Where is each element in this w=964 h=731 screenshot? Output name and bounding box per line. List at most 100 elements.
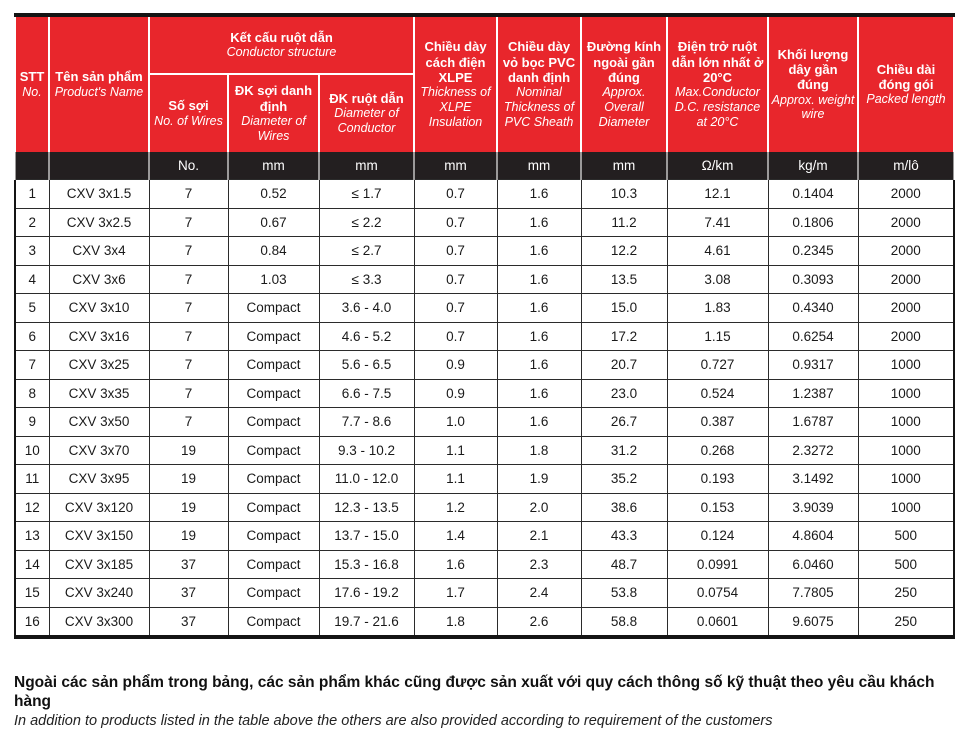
header-label-en: Diameter of Wires <box>241 114 306 143</box>
table-body: 1 CXV 3x1.5 7 0.52 ≤ 1.7 0.7 1.6 10.3 12.1 0.1404… <box>14 179 955 638</box>
cell: CXV 3x150 <box>48 521 150 551</box>
header-label-en: Packed length <box>866 92 946 107</box>
cell: 10.3 <box>580 179 668 209</box>
catalog-page: STT No. Tên sản phẩm Product's Name Kết … <box>14 13 955 729</box>
header-label-en: No. of Wires <box>154 113 223 128</box>
table-row: 6 CXV 3x16 7 Compact 4.6 - 5.2 0.7 1.6 17.2 1.15… <box>14 321 955 351</box>
cell: 38.6 <box>580 492 668 522</box>
table-row: 1 CXV 3x1.5 7 0.52 ≤ 1.7 0.7 1.6 10.3 12.1 0.1404… <box>14 179 955 209</box>
footnote-english: In addition to products listed in the ta… <box>14 712 773 729</box>
cell: 0.7 <box>413 264 498 294</box>
header-label-vi: ĐK ruột dẫn <box>329 91 404 107</box>
cell: 0.153 <box>666 492 769 522</box>
header-label-en: Approx. weight wire <box>771 92 855 122</box>
header-label-vi: Kết cấu ruột dẫn <box>230 29 333 45</box>
cell: 23.0 <box>580 378 668 408</box>
header-label-vi: Điện trở ruột dẫn lớn nhất ở 20°C <box>671 39 764 86</box>
cell: 7 <box>148 236 229 266</box>
cell: 1 <box>14 179 50 209</box>
cell: 17.2 <box>580 321 668 351</box>
cell: CXV 3x10 <box>48 293 150 323</box>
cell: Compact <box>227 321 320 351</box>
cell: 19 <box>148 464 229 494</box>
unit-cell: mm <box>413 152 498 180</box>
cell: 1.6 <box>496 321 582 351</box>
cell: 0.1404 <box>767 179 859 209</box>
cell: ≤ 3.3 <box>318 264 415 294</box>
unit-cell: Ω/km <box>666 152 769 180</box>
cell: 3.6 - 4.0 <box>318 293 415 323</box>
cell: Compact <box>227 606 320 638</box>
cell: 1.8 <box>496 435 582 465</box>
cell: Compact <box>227 578 320 608</box>
cell: 500 <box>857 521 955 551</box>
cell: 0.7 <box>413 236 498 266</box>
cell: 5 <box>14 293 50 323</box>
cell: 3.1492 <box>767 464 859 494</box>
cell: 1000 <box>857 407 955 437</box>
col-header-conductor-structure: Kết cấu ruột dẫn Conductor structure <box>148 14 415 74</box>
cell: 1000 <box>857 350 955 380</box>
col-header-stt: STT No. <box>14 14 50 152</box>
col-header-dc-resistance: Điện trở ruột dẫn lớn nhất ở 20°C Max.Co… <box>666 14 769 152</box>
cell: 0.52 <box>227 179 320 209</box>
cell: 3.9039 <box>767 492 859 522</box>
cell: CXV 3x70 <box>48 435 150 465</box>
unit-cell: mm <box>318 152 415 180</box>
cell: 1.83 <box>666 293 769 323</box>
cell: 31.2 <box>580 435 668 465</box>
table-row: 4 CXV 3x6 7 1.03 ≤ 3.3 0.7 1.6 13.5 3.08 0.3093 20… <box>14 264 955 294</box>
table-row: 3 CXV 3x4 7 0.84 ≤ 2.7 0.7 1.6 12.2 4.61 0.2345 20… <box>14 236 955 266</box>
unit-cell: mm <box>580 152 668 180</box>
cell: 19 <box>148 521 229 551</box>
cell: 1.6 <box>496 207 582 237</box>
cell: 19 <box>148 492 229 522</box>
cell: 7 <box>14 350 50 380</box>
cell: 6.6 - 7.5 <box>318 378 415 408</box>
cell: 250 <box>857 578 955 608</box>
cell: 3.08 <box>666 264 769 294</box>
cell: 2.3 <box>496 549 582 579</box>
header-label-vi: Chiều dài đóng gói <box>876 61 936 93</box>
table-row: 10 CXV 3x70 19 Compact 9.3 - 10.2 1.1 1.8 31.2 0… <box>14 435 955 465</box>
cell: 0.4340 <box>767 293 859 323</box>
cell: ≤ 2.2 <box>318 207 415 237</box>
cell: 7 <box>148 321 229 351</box>
cell: CXV 3x4 <box>48 236 150 266</box>
footnote: Ngoài các sản phẩm trong bảng, các sản p… <box>14 673 953 731</box>
cell: CXV 3x25 <box>48 350 150 380</box>
cell: 1000 <box>857 378 955 408</box>
cell: 1.0 <box>413 407 498 437</box>
col-header-conductor-diameter: ĐK ruột dẫn Diameter of Conductor <box>318 73 415 152</box>
cell: 4.61 <box>666 236 769 266</box>
cell: 48.7 <box>580 549 668 579</box>
table-row: 12 CXV 3x120 19 Compact 12.3 - 13.5 1.2 2.0 38.… <box>14 492 955 522</box>
cell: 1.6 <box>496 350 582 380</box>
cell: 1.6787 <box>767 407 859 437</box>
cell: 7.7805 <box>767 578 859 608</box>
cell: 37 <box>148 549 229 579</box>
spec-table: STT No. Tên sản phẩm Product's Name Kết … <box>14 13 955 639</box>
header-label-vi: Tên sản phẩm <box>55 69 143 85</box>
table-row: 11 CXV 3x95 19 Compact 11.0 - 12.0 1.1 1.9 35.2… <box>14 464 955 494</box>
cell: 53.8 <box>580 578 668 608</box>
cell: 6 <box>14 321 50 351</box>
cell: 0.268 <box>666 435 769 465</box>
cell: 14 <box>14 549 50 579</box>
cell: 19 <box>148 435 229 465</box>
cell: Compact <box>227 293 320 323</box>
header-label-vi: Chiều dày cách điện XLPE <box>424 39 487 86</box>
cell: 13.5 <box>580 264 668 294</box>
cell: 13.7 - 15.0 <box>318 521 415 551</box>
cell: 7 <box>148 179 229 209</box>
header-label-en: Max.Conductor D.C. resistance at 20°C <box>674 85 761 129</box>
footnote-vietnamese: Ngoài các sản phẩm trong bảng, các sản p… <box>14 674 935 711</box>
cell: 1.6 <box>496 293 582 323</box>
cell: 7 <box>148 293 229 323</box>
cell: 2.3272 <box>767 435 859 465</box>
cell: 0.7 <box>413 293 498 323</box>
cell: 1.1 <box>413 464 498 494</box>
cell: 1.6 <box>413 549 498 579</box>
cell: 7 <box>148 207 229 237</box>
cell: 1.6 <box>496 264 582 294</box>
